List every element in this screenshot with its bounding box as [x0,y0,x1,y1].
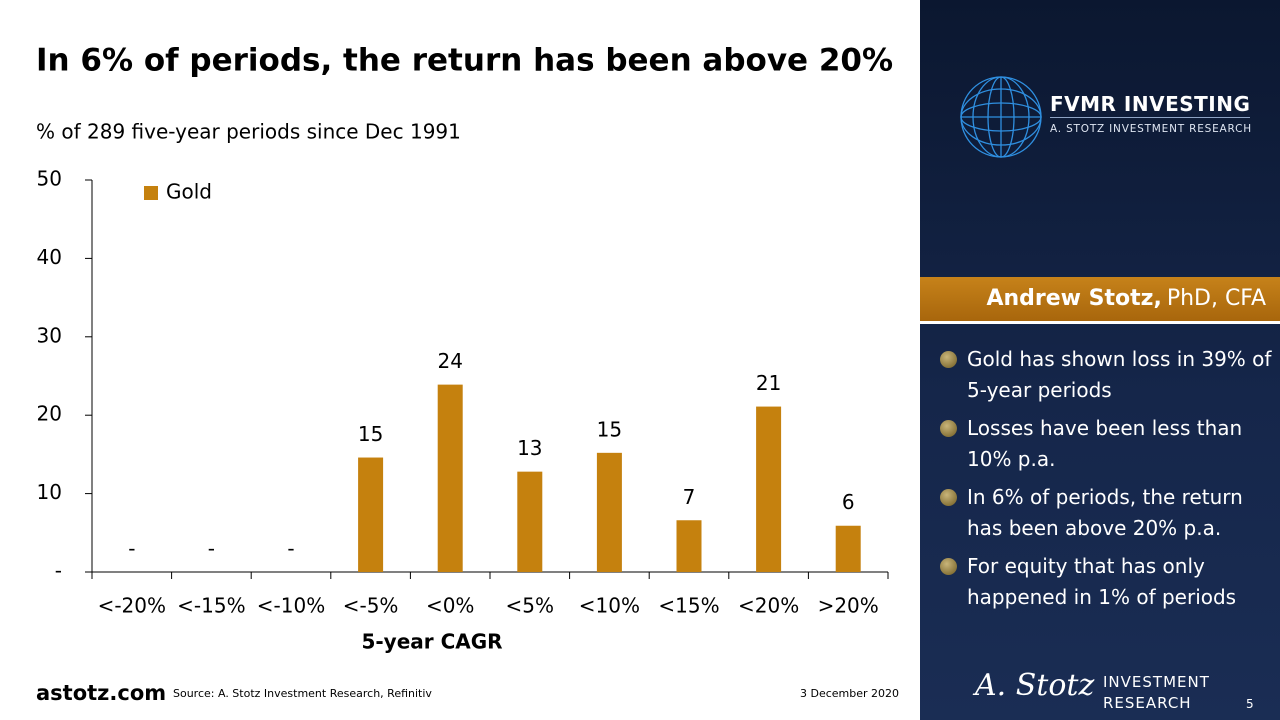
sidebar: FVMR INVESTING A. STOTZ INVESTMENT RESEA… [920,0,1280,720]
bar [676,520,702,572]
x-tick-label: <-20% [98,594,166,618]
logo-line1: INVESTMENT [1103,673,1210,691]
bullet: For equity that has only happened in 1% … [938,551,1273,613]
value-label: - [128,537,135,561]
value-label: 13 [517,436,542,460]
bullet: Losses have been less than 10% p.a. [938,413,1273,475]
bar [358,457,384,572]
x-tick-label: <0% [426,594,475,618]
y-tick-label: 50 [37,167,62,191]
y-tick-label: 10 [37,480,62,504]
legend-label: Gold [166,180,212,204]
chart-title: In 6% of periods, the return has been ab… [36,43,893,79]
chart-subtitle: % of 289 five-year periods since Dec 199… [36,120,461,144]
x-tick-label: <20% [738,594,799,618]
bar [835,525,861,572]
x-tick-label: >20% [818,594,879,618]
bullet-text: For equity that has only happened in 1% … [967,554,1237,609]
x-tick-label: <-10% [257,594,325,618]
x-tick-label: <15% [658,594,719,618]
y-tick-label: 40 [37,245,62,269]
value-label: 15 [597,417,622,441]
value-label: 21 [756,371,781,395]
y-tick-label: 30 [37,323,62,347]
author-credentials: PhD, CFA [1166,286,1266,311]
bullet-text: In 6% of periods, the return has been ab… [967,485,1243,540]
bullet-icon [940,351,957,368]
bullet: In 6% of periods, the return has been ab… [938,482,1273,544]
brand: FVMR INVESTING [1050,92,1251,116]
author-name: Andrew Stotz, [986,286,1162,311]
bullet-icon [940,489,957,506]
globe-logo [960,76,1042,158]
bullet-text: Gold has shown loss in 39% of 5-year per… [967,347,1272,402]
y-tick-label: - [55,559,62,583]
chart: In 6% of periods, the return has been ab… [36,43,893,654]
value-label: 6 [842,490,855,514]
y-tick-label: 20 [37,402,62,426]
value-label: 15 [358,422,383,446]
value-label: - [287,537,294,561]
x-tick-label: <5% [506,594,555,618]
logo-line2: RESEARCH [1103,694,1192,712]
bullet-icon [940,420,957,437]
legend-swatch [144,186,158,200]
x-axis-label: 5-year CAGR [361,630,502,654]
website: astotz.com [36,681,167,705]
date: 3 December 2020 [800,687,900,700]
value-label: - [208,537,215,561]
signature: A. Stotz [975,668,1095,703]
bullet-list: Gold has shown loss in 39% of 5-year per… [938,344,1273,620]
bullet-text: Losses have been less than 10% p.a. [967,416,1243,471]
author-band: Andrew Stotz, PhD, CFA [920,277,1280,324]
bullet-icon [940,558,957,575]
bar [756,406,782,572]
brand-rule [1050,117,1250,118]
bar [517,471,543,572]
source: Source: A. Stotz Investment Research, Re… [173,687,432,700]
tagline: A. STOTZ INVESTMENT RESEARCH [1050,123,1252,135]
x-tick-label: <-5% [343,594,399,618]
value-label: 7 [683,485,696,509]
page-number: 5 [1246,697,1254,711]
x-tick-label: <10% [579,594,640,618]
x-tick-label: <-15% [177,594,245,618]
bar [596,452,622,572]
value-label: 24 [437,349,462,373]
bar [437,384,463,572]
bullet: Gold has shown loss in 39% of 5-year per… [938,344,1273,406]
